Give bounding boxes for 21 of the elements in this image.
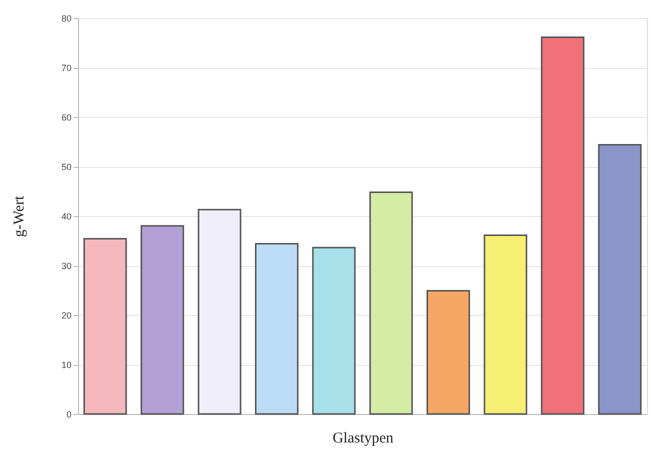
bar — [312, 246, 356, 415]
y-tick-label: 50 — [61, 162, 72, 172]
bar — [484, 234, 528, 415]
x-axis-title: Glastypen — [332, 430, 394, 446]
y-tick-label: 70 — [61, 63, 72, 73]
y-tick-label: 80 — [61, 14, 72, 24]
bar — [598, 144, 642, 415]
y-tick-label: 10 — [61, 360, 72, 370]
y-tick-label: 20 — [61, 310, 72, 320]
bar — [254, 242, 298, 415]
bar — [426, 290, 470, 415]
bar — [540, 36, 584, 415]
bar — [369, 191, 413, 415]
y-tick-label: 30 — [61, 261, 72, 271]
bar — [198, 208, 242, 415]
bar — [83, 238, 127, 415]
bar — [140, 225, 184, 415]
y-tick-label: 0 — [66, 410, 72, 420]
y-tick-label: 60 — [61, 112, 72, 122]
y-axis-title: g-Wert — [11, 195, 28, 238]
y-tick-label: 40 — [61, 212, 72, 222]
